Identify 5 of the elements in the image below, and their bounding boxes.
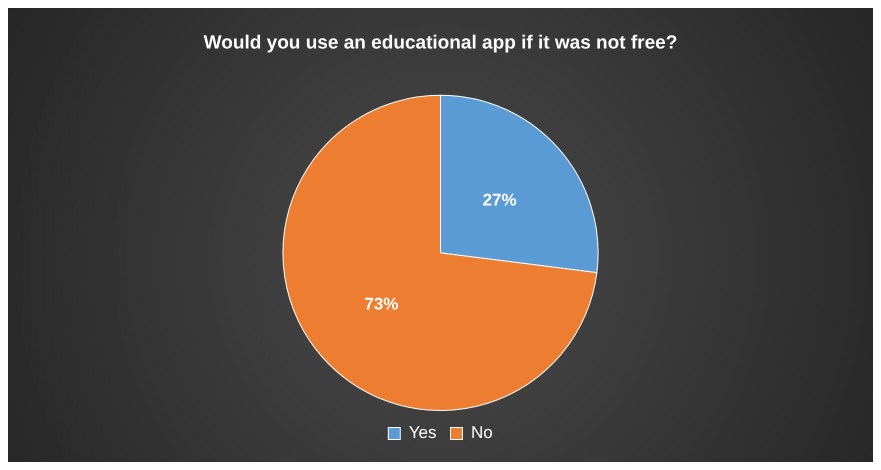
data-label: 27% xyxy=(482,190,517,210)
legend-label: No xyxy=(471,423,493,442)
data-label: 73% xyxy=(364,294,398,314)
chart-title: Would you use an educational app if it was not free? xyxy=(204,32,678,54)
legend-label: Yes xyxy=(408,423,436,442)
